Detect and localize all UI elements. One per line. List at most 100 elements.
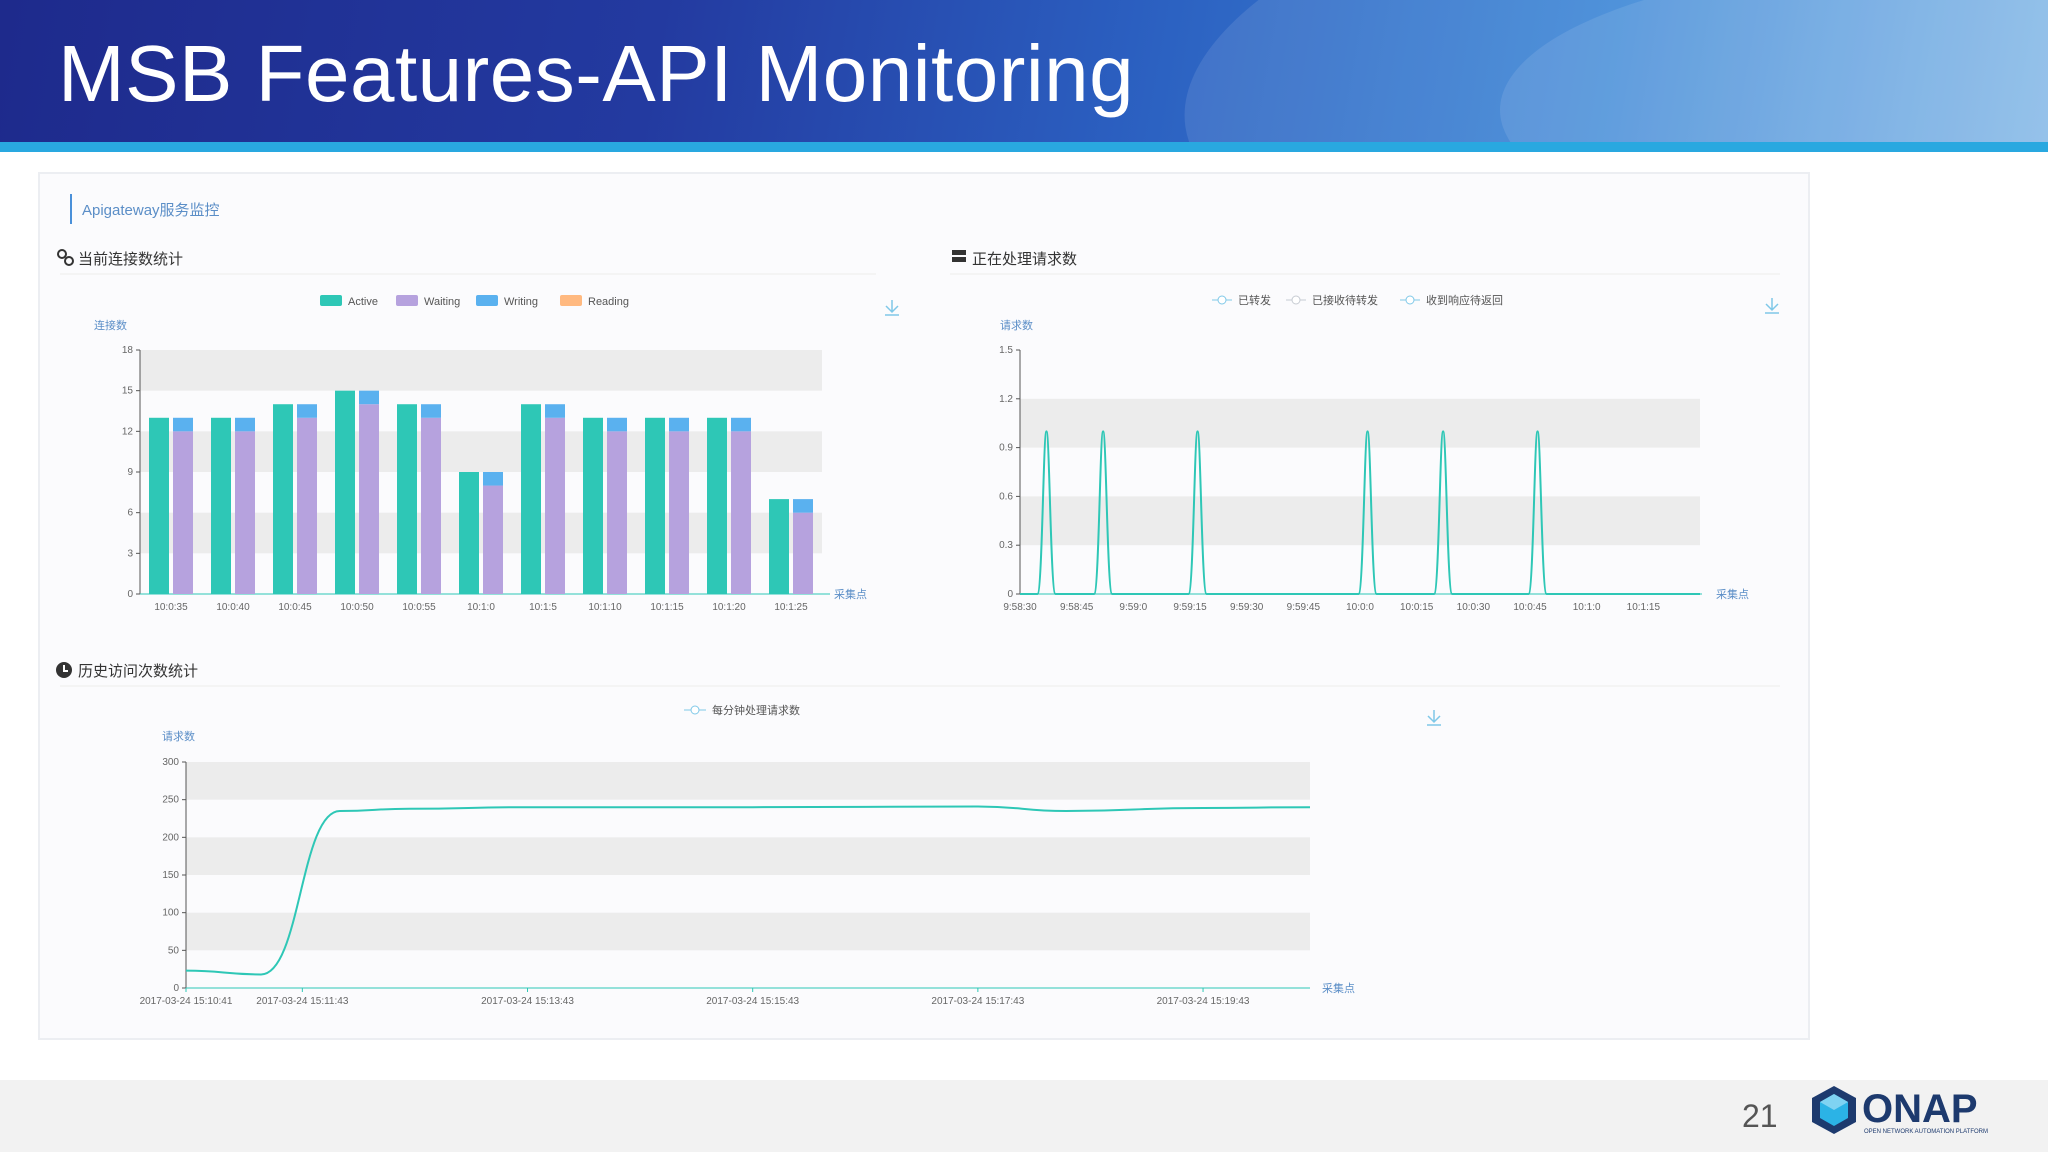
bar-waiting	[545, 417, 565, 594]
onap-tagline: OPEN NETWORK AUTOMATION PLATFORM	[1864, 1129, 1988, 1135]
bar-waiting	[359, 404, 379, 594]
chart2-legend: 已转发 已接收待转发 收到响应待返回	[1212, 293, 1503, 307]
bar-active	[335, 390, 355, 594]
download-icon[interactable]	[1765, 298, 1779, 314]
bar-active	[583, 417, 603, 594]
dashboard-screenshot: Apigateway服务监控 当前连接数统计 正在处理请求数 历史访问次数统计 …	[38, 172, 1810, 1040]
legend-label-writing[interactable]: Writing	[504, 296, 538, 308]
legend-label-response[interactable]: 收到响应待返回	[1426, 293, 1503, 307]
chart2-ylabel: 请求数	[1000, 319, 1033, 332]
bar-waiting	[421, 417, 441, 594]
chart3-y-tick-label: 300	[162, 757, 179, 768]
legend-label-per-minute[interactable]: 每分钟处理请求数	[712, 703, 800, 717]
title-bar: MSB Features-API Monitoring	[0, 0, 2048, 142]
chart1-x-tick-label: 10:1:20	[712, 602, 746, 613]
legend-swatch-writing	[476, 295, 498, 306]
history-icon	[56, 662, 72, 678]
bar-writing	[669, 417, 689, 432]
chart2-x-tick-label: 10:0:0	[1346, 602, 1374, 613]
processing-panel-title: 正在处理请求数	[972, 251, 1077, 268]
bar-writing	[235, 417, 255, 432]
bar-writing	[297, 404, 317, 418]
chart2-x-tick-label: 10:1:15	[1627, 602, 1661, 613]
chart2-y-tick-label: 0.6	[999, 491, 1013, 502]
download-icon[interactable]	[1427, 710, 1441, 726]
chart2-grid-band	[1020, 496, 1700, 546]
chart3-y-tick-label: 100	[162, 908, 179, 919]
legend-label-active[interactable]: Active	[348, 296, 378, 308]
chart3-y-tick-label: 0	[173, 983, 179, 994]
chart1-x-tick-label: 10:0:55	[402, 602, 436, 613]
legend-marker-forwarded	[1217, 295, 1227, 305]
chart2-x-tick-label: 9:58:45	[1060, 602, 1094, 613]
bar-waiting	[731, 431, 751, 594]
chart3-grid-band	[186, 762, 1310, 800]
chart2-grid-band	[1020, 398, 1700, 448]
chart2-xlabel: 采集点	[1716, 587, 1749, 601]
bar-waiting	[793, 512, 813, 594]
legend-label-reading[interactable]: Reading	[588, 296, 629, 308]
bar-waiting	[483, 485, 503, 594]
chart1-xlabel: 采集点	[834, 587, 867, 601]
bar-writing	[421, 404, 441, 418]
download-icon[interactable]	[885, 300, 899, 316]
chart3-y-tick-label: 50	[168, 945, 180, 956]
chart1-y-tick-label: 15	[122, 386, 134, 397]
chart1-y-tick-label: 18	[122, 345, 134, 356]
bar-writing	[545, 404, 565, 418]
onap-logo: ONAP OPEN NETWORK AUTOMATION PLATFORM	[1812, 1086, 1988, 1135]
chart1-x-tick-label: 10:0:35	[154, 602, 188, 613]
legend-label-waiting[interactable]: Waiting	[424, 296, 460, 308]
chart3-legend: 每分钟处理请求数	[684, 703, 800, 717]
chart3-grid-band	[186, 837, 1310, 875]
chart1-y-tick-label: 12	[122, 426, 134, 437]
chart3-ylabel: 请求数	[162, 730, 195, 743]
bar-active	[707, 417, 727, 594]
chart3-y-tick-label: 250	[162, 795, 179, 806]
legend-swatch-reading	[560, 295, 582, 306]
chart2-x-tick-label: 10:0:45	[1513, 602, 1547, 613]
slide-footer	[0, 1080, 2048, 1152]
chart2-y-tick-label: 0.9	[999, 443, 1013, 454]
chart3-x-tick-label: 2017-03-24 15:10:41	[140, 996, 233, 1007]
chart1-x-tick-label: 10:0:40	[216, 602, 250, 613]
bar-waiting	[173, 431, 193, 594]
chart3-x-tick-label: 2017-03-24 15:11:43	[256, 996, 349, 1007]
legend-label-forwarded[interactable]: 已转发	[1238, 293, 1271, 307]
bar-waiting	[235, 431, 255, 594]
chart2-x-tick-label: 9:58:30	[1003, 602, 1037, 613]
bar-active	[645, 417, 665, 594]
bar-waiting	[297, 417, 317, 594]
connections-panel-title: 当前连接数统计	[78, 251, 183, 268]
chart1-y-tick-label: 0	[127, 589, 133, 600]
bar-writing	[359, 390, 379, 405]
chart2-y-tick-label: 1.2	[999, 394, 1013, 405]
legend-marker-response	[1405, 295, 1415, 305]
history-panel-title: 历史访问次数统计	[78, 663, 198, 680]
chart2-x-tick-label: 9:59:15	[1173, 602, 1207, 613]
bar-active	[397, 404, 417, 594]
chart3-xlabel: 采集点	[1322, 981, 1355, 995]
slide-title: MSB Features-API Monitoring	[58, 29, 1135, 118]
chart1-y-tick-label: 3	[127, 548, 133, 559]
chart3-y-tick-label: 200	[162, 832, 179, 843]
bar-writing	[607, 417, 627, 432]
chart3-x-tick-label: 2017-03-24 15:15:43	[706, 996, 799, 1007]
chart1-ylabel: 连接数	[94, 319, 127, 332]
bar-active	[273, 404, 293, 594]
legend-label-received[interactable]: 已接收待转发	[1312, 293, 1378, 307]
legend-swatch-active	[320, 295, 342, 306]
chart2-x-tick-label: 9:59:45	[1287, 602, 1321, 613]
page-number: 21	[1742, 1098, 1778, 1134]
header-accent	[70, 194, 72, 224]
bar-waiting	[669, 431, 689, 594]
chart2-x-tick-label: 10:0:30	[1457, 602, 1491, 613]
bar-active	[769, 499, 789, 594]
bar-writing	[793, 499, 813, 513]
bar-active	[149, 417, 169, 594]
bar-active	[459, 472, 479, 594]
chart3-grid-band	[186, 912, 1310, 951]
chart2-y-tick-label: 0.3	[999, 540, 1013, 551]
link-icon	[57, 249, 74, 266]
chart1-x-tick-label: 10:1:5	[529, 602, 557, 613]
